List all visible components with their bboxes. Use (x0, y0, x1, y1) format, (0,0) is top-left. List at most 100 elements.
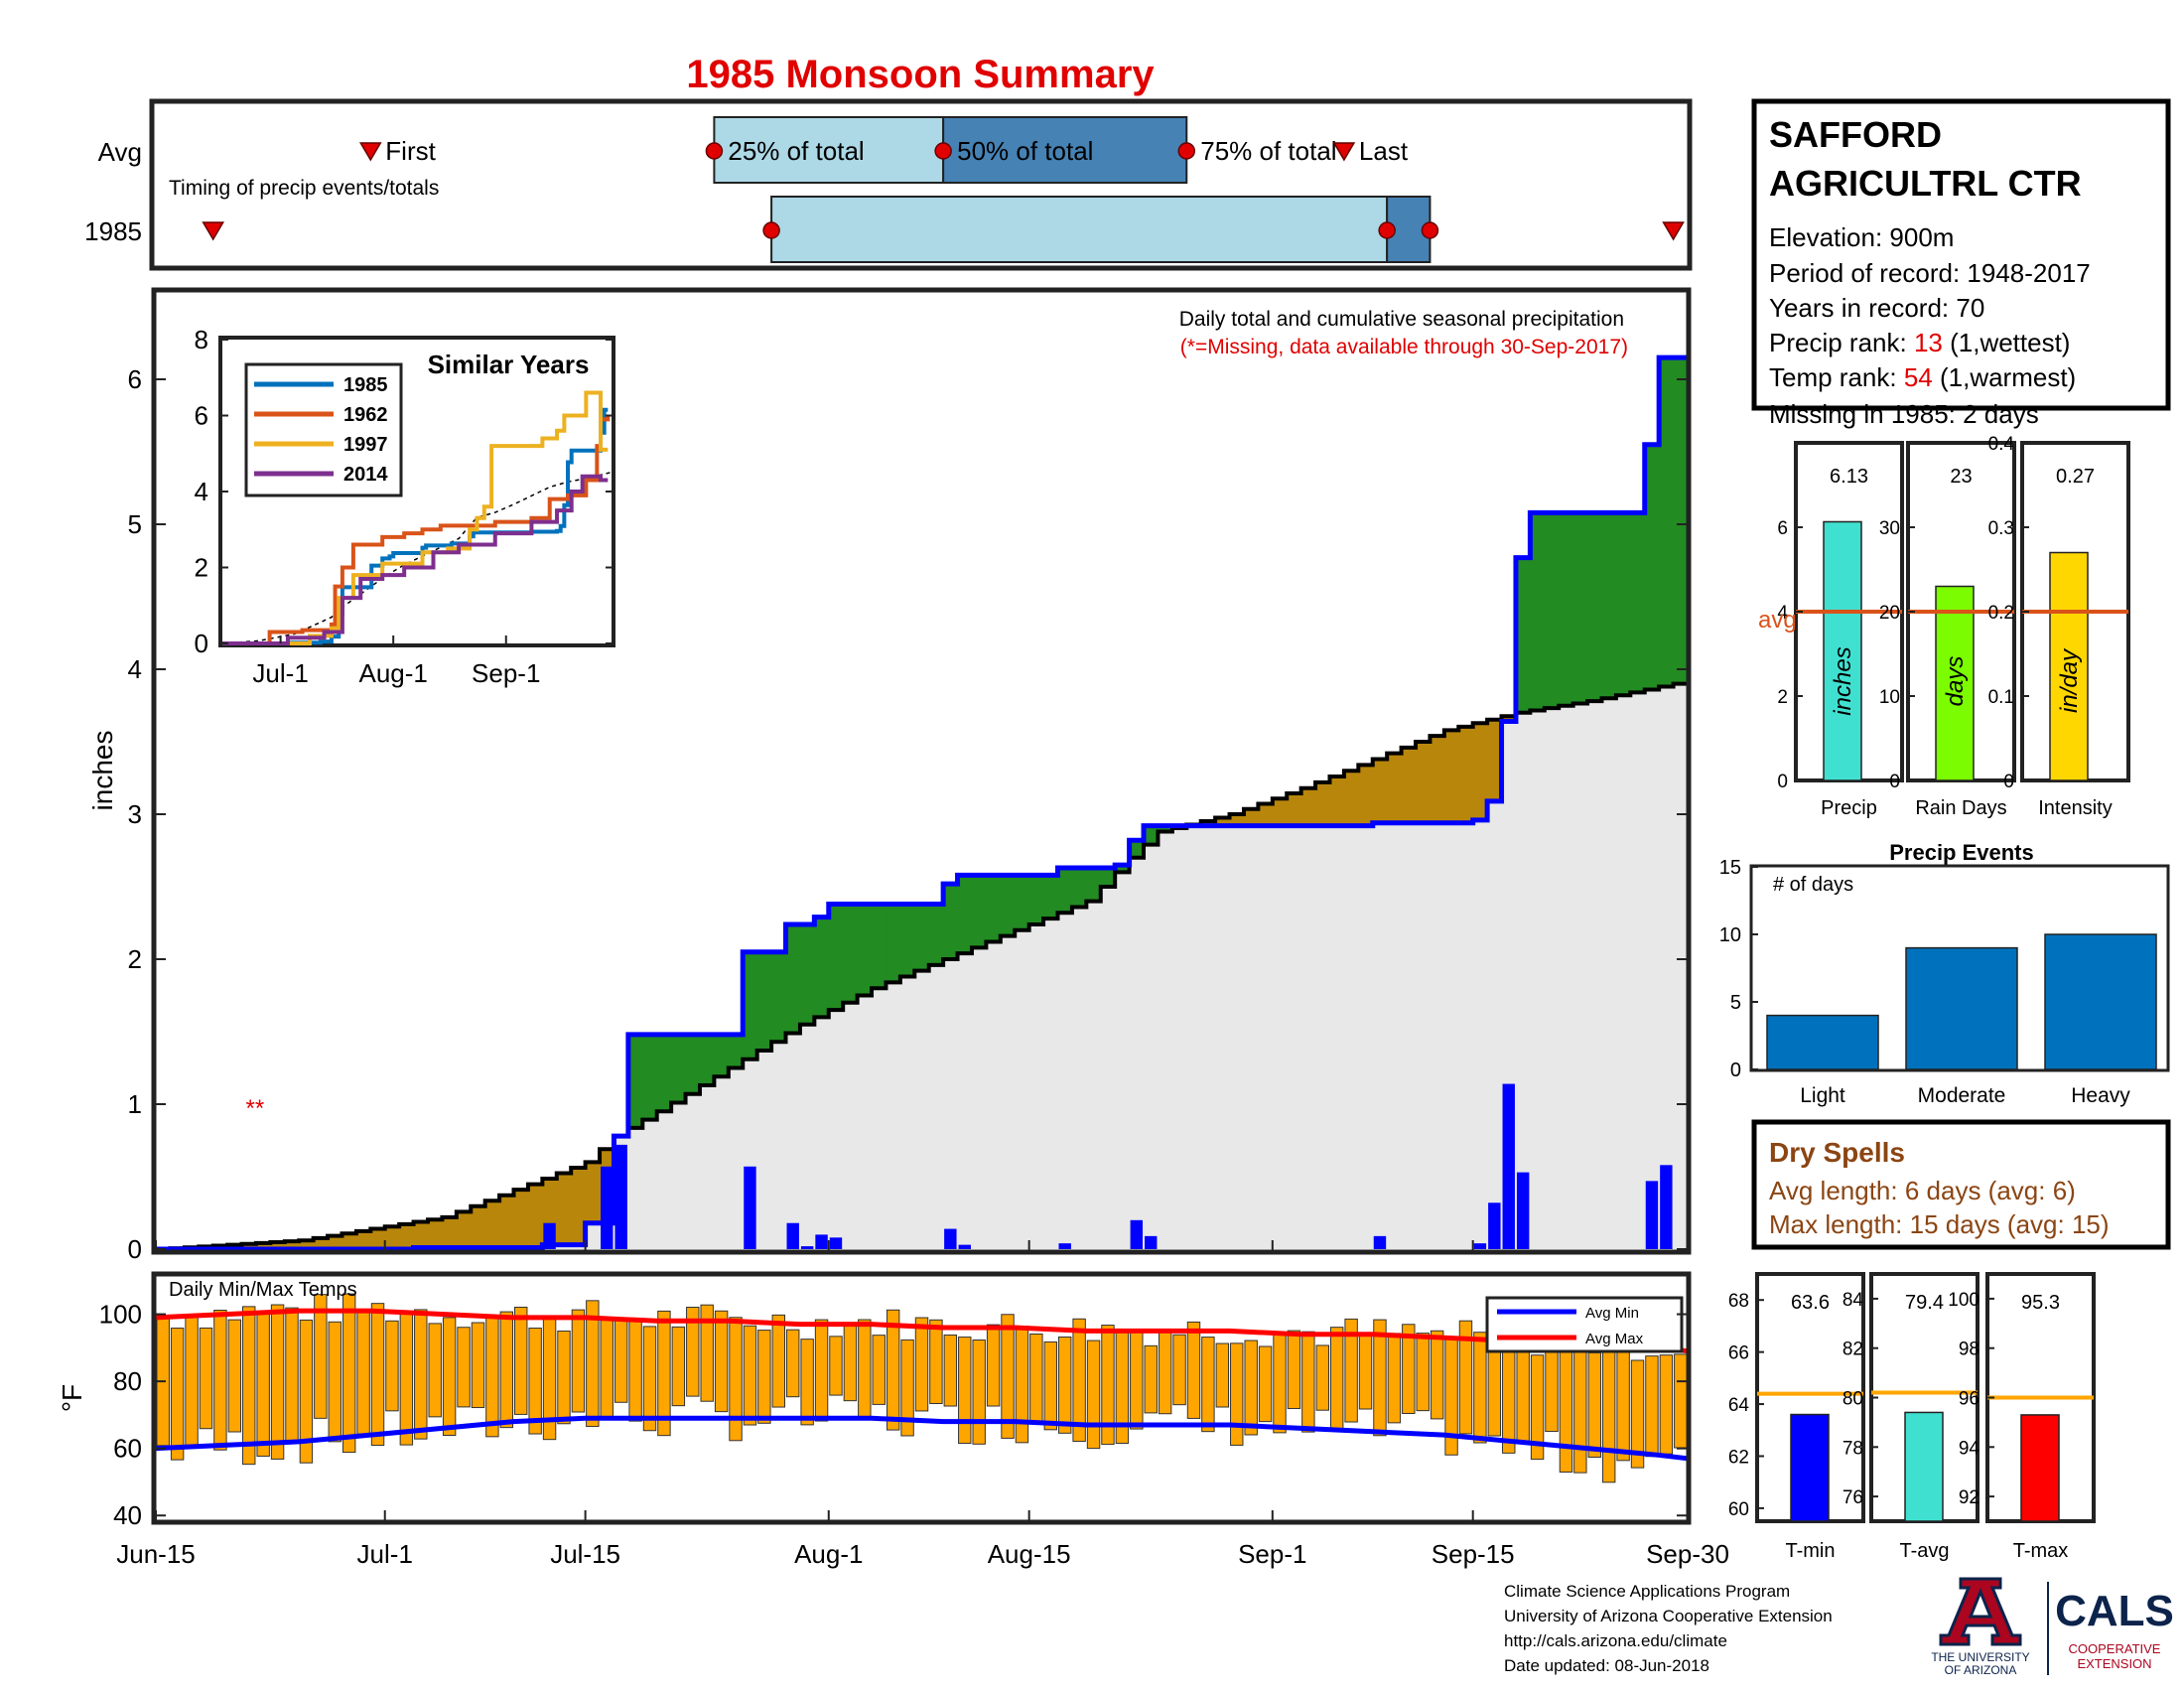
university-of-arizona-logo: THE UNIVERSITY OF ARIZONA (1931, 1577, 2030, 1677)
daily-temp-range-bar-26 (528, 1328, 542, 1435)
daily-temp-range-bar-34 (642, 1326, 657, 1432)
date-xtick-label-7: Sep-30 (1646, 1539, 1729, 1569)
daily-temp-range-bar-6 (242, 1306, 256, 1466)
below-normal-fill-day-76 (1243, 808, 1259, 826)
climo-fill-day-66 (1100, 887, 1116, 1249)
precip-ytick-label-0: 0 (128, 1234, 142, 1264)
temperature-bars: 63.6 T-min 60 62 64 66 68 79.4 T-avg 76 78 80 82 84 95… (1728, 1272, 2096, 1562)
above-normal-fill-day-60 (1015, 875, 1030, 930)
daily-temp-range-bar-62 (1043, 1340, 1057, 1431)
climo-fill-day-71 (1171, 828, 1187, 1249)
climo-fill-day-79 (1287, 825, 1302, 1249)
climo-fill-day-88 (1416, 822, 1432, 1249)
summary-ytick-label-0-2: 4 (1777, 603, 1788, 624)
footer-credits: Climate Science Applications Program Uni… (1504, 1579, 1921, 1678)
daily-temp-range-bar-87 (1402, 1324, 1416, 1415)
precip-ytick-label-5: 5 (128, 509, 142, 539)
summary-ytick-label-2-3: 0.3 (1988, 518, 2014, 539)
above-normal-fill-day-34 (642, 1034, 658, 1120)
summary-ytick-label-0-0: 0 (1777, 772, 1788, 792)
precip-chart: ** Daily total and cumulative seasonal p… (87, 287, 1692, 1264)
climo-fill-day-43 (771, 1042, 787, 1249)
daily-precip-bar-19 (1660, 1165, 1673, 1249)
above-normal-fill-day-95 (1515, 557, 1531, 713)
temps-ylabel: °F (57, 1384, 87, 1412)
daily-temp-range-bar-42 (757, 1330, 771, 1424)
climo-fill-day-40 (728, 1067, 744, 1249)
inset-legend-label-1997: 1997 (343, 434, 388, 456)
avg-min-temp-line (155, 1415, 1689, 1462)
climo-fill-day-92 (1472, 819, 1488, 1249)
footer-line-program: Climate Science Applications Program (1504, 1582, 1791, 1601)
avg-q75-label: 75% of total (1200, 136, 1336, 166)
precip-ytick-label-2: 2 (128, 944, 142, 974)
below-normal-fill-day-81 (1315, 781, 1331, 826)
daily-temp-range-bar-11 (314, 1294, 328, 1419)
climo-fill-day-68 (1129, 857, 1145, 1249)
daily-temp-range-bar-85 (1373, 1319, 1387, 1437)
daily-temp-range-bar-37 (686, 1307, 700, 1397)
daily-temp-range-bar-47 (829, 1336, 843, 1396)
temp-bar-ytick-label-2-4: 100 (1948, 1290, 1979, 1311)
climo-fill-day-86 (1387, 822, 1403, 1249)
climo-fill-day-102 (1615, 695, 1631, 1249)
climo-fill-day-52 (899, 976, 915, 1249)
daily-temp-range-bar-50 (872, 1335, 886, 1405)
date-xtick-label-2: Jul-15 (550, 1539, 620, 1569)
daily-temp-range-bar-96 (1530, 1354, 1545, 1461)
below-normal-fill-day-88 (1416, 742, 1432, 823)
inset-series-line-1997 (222, 390, 609, 645)
above-normal-fill-day-62 (1043, 875, 1059, 919)
summary-avg-label: avg (1758, 607, 1797, 634)
climo-fill-day-51 (886, 982, 901, 1249)
below-normal-fill-day-30 (585, 1162, 601, 1223)
climo-fill-day-103 (1630, 692, 1646, 1249)
daily-temp-range-bar-4 (213, 1310, 227, 1451)
daily-temp-range-bar-69 (1144, 1344, 1158, 1414)
climo-fill-day-87 (1401, 822, 1417, 1249)
daily-temp-range-bar-46 (814, 1319, 829, 1422)
climo-fill-day-42 (756, 1050, 772, 1249)
daily-temp-range-bar-28 (557, 1331, 571, 1425)
daily-temp-range-bar-84 (1358, 1334, 1373, 1410)
above-normal-fill-day-41 (743, 951, 758, 1059)
above-normal-fill-day-67 (1115, 865, 1131, 873)
climo-fill-day-65 (1086, 901, 1102, 1249)
similar-years-inset: 0 2 4 6 8 Jul-1 Aug-1 Sep-1 Similar Years 1985 1… (195, 325, 615, 688)
summary-ytick-label-2-4: 0.4 (1988, 434, 2015, 455)
climo-fill-day-53 (914, 970, 930, 1249)
daily-temp-range-bar-31 (600, 1318, 614, 1419)
daily-temp-range-bar-40 (729, 1317, 743, 1442)
avg-q50-marker-icon (934, 142, 952, 160)
climo-fill-day-74 (1215, 825, 1231, 1249)
date-xtick-label-6: Sep-15 (1432, 1539, 1515, 1569)
temps-legend-max-label: Avg Max (1585, 1331, 1644, 1347)
avg-q25-label: 25% of total (728, 136, 864, 166)
climo-fill-day-75 (1229, 825, 1245, 1249)
precip-events-category-1: Moderate (1918, 1084, 2006, 1107)
daily-precip-bar-11 (1130, 1219, 1144, 1249)
temp-bar-2 (2020, 1414, 2060, 1522)
footer-line-url[interactable]: http://cals.arizona.edu/climate (1504, 1631, 1727, 1650)
climo-fill-day-46 (814, 1017, 830, 1249)
daily-temp-range-bar-81 (1315, 1344, 1329, 1411)
below-normal-fill-day-80 (1300, 787, 1316, 826)
avg-timing-box-25-50 (713, 116, 945, 184)
precip-events-bar-2 (2044, 933, 2157, 1070)
inset-xtick-label-2: Sep-1 (472, 658, 540, 688)
summary-axis-label-2: Intensity (2038, 797, 2112, 819)
above-normal-fill-day-68 (1129, 840, 1145, 858)
daily-temp-range-bar-70 (1158, 1330, 1172, 1415)
climo-fill-day-105 (1659, 686, 1675, 1249)
summary-ytick-label-1-3: 30 (1879, 518, 1900, 539)
timing-panel: Avg 1985 Timing of precip events/totals … (84, 98, 1693, 271)
climo-fill-day-48 (843, 1002, 859, 1249)
climo-fill-day-36 (671, 1102, 687, 1249)
below-normal-fill-day-28 (556, 1173, 572, 1245)
daily-precip-bar-8 (944, 1228, 957, 1249)
climo-fill-day-85 (1372, 822, 1388, 1249)
inset-series-line-1985 (222, 407, 609, 645)
temp-bar-ytick-label-2-2: 96 (1959, 1389, 1979, 1410)
above-normal-fill-day-102 (1615, 512, 1631, 696)
climo-fill-day-104 (1644, 689, 1660, 1249)
